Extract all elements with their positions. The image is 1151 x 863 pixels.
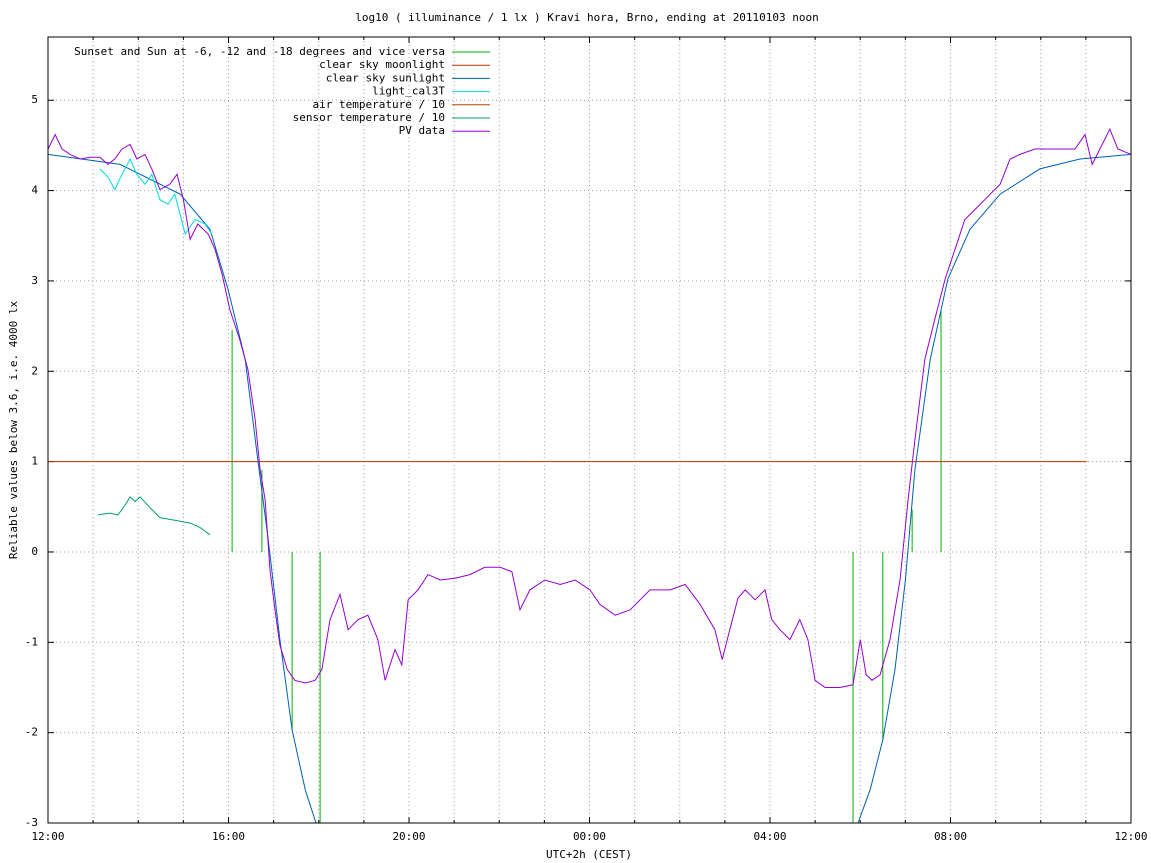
y-tick-label: 0 — [31, 545, 38, 558]
x-tick-label: 16:00 — [212, 830, 245, 843]
y-tick-label: 2 — [31, 364, 38, 377]
x-tick-label: 08:00 — [934, 830, 967, 843]
x-axis-label: UTC+2h (CEST) — [546, 848, 632, 861]
x-tick-label: 04:00 — [753, 830, 786, 843]
y-tick-label: -3 — [25, 816, 38, 829]
legend-label: sensor temperature / 10 — [293, 111, 445, 124]
series-line — [98, 496, 211, 536]
legend-label: clear sky moonlight — [319, 58, 445, 71]
legend-label: light_cal3T — [372, 85, 445, 98]
plot-border — [47, 36, 1132, 824]
series-line — [48, 127, 1131, 688]
series-line — [48, 153, 1131, 823]
x-tick-label: 12:00 — [1114, 830, 1147, 843]
y-tick-label: 4 — [31, 184, 38, 197]
x-tick-label: 20:00 — [392, 830, 425, 843]
chart-title: log10 ( illuminance / 1 lx ) Kravi hora,… — [355, 11, 819, 24]
y-tick-label: 1 — [31, 455, 38, 468]
legend-label: air temperature / 10 — [313, 98, 445, 111]
y-tick-label: 5 — [31, 93, 38, 106]
y-tick-label: -2 — [25, 726, 38, 739]
legend-label: clear sky sunlight — [326, 71, 445, 84]
y-tick-label: -1 — [25, 635, 38, 648]
series-line — [99, 157, 213, 236]
legend-label: Sunset and Sun at -6, -12 and -18 degree… — [74, 45, 445, 58]
x-tick-label: 12:00 — [31, 830, 64, 843]
y-axis-label: Reliable values below 3.6, i.e. 4000 lx — [7, 300, 20, 559]
y-tick-label: 3 — [31, 274, 38, 287]
x-tick-label: 00:00 — [573, 830, 606, 843]
legend-label: PV data — [399, 124, 445, 137]
